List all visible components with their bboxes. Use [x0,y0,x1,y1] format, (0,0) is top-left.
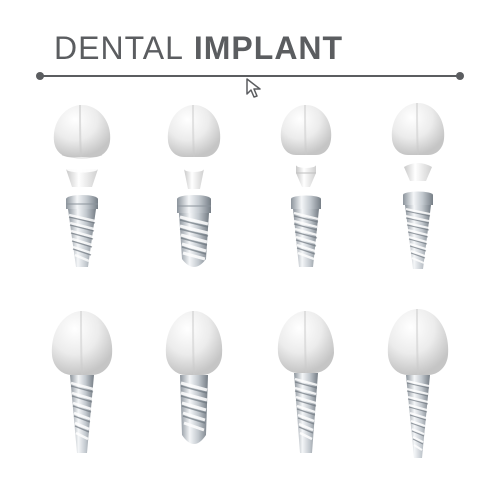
crown-icon [166,311,222,375]
crown-icon [278,311,334,373]
implant-svg [32,99,132,279]
implant-6-assembled [142,293,246,483]
abutment-icon [296,162,316,187]
screw-icon [403,192,433,270]
cursor-icon [245,78,263,105]
crown-icon [388,309,448,375]
header: DENTAL IMPLANT [0,0,500,87]
crown-icon [52,311,112,375]
screw-icon [291,196,321,268]
underline-dot-right [456,72,464,80]
abutment-icon [184,166,204,189]
implant-svg [144,99,244,279]
implant-svg [368,99,468,279]
implant-svg [256,303,356,473]
crown-icon [392,103,444,155]
implant-svg [144,303,244,473]
underline-dot-left [36,72,44,80]
implant-2-exploded [142,99,246,289]
title-word-2: IMPLANT [194,30,343,67]
implant-5-assembled [30,293,134,483]
screw-icon [180,375,208,444]
abutment-icon [404,163,432,181]
crown-icon [54,105,110,158]
title-underline [40,75,460,77]
screw-icon [70,375,94,453]
page-title: DENTAL IMPLANT [54,30,460,67]
implant-3-exploded [254,99,358,289]
implant-8-assembled [366,293,470,483]
screw-icon [177,195,211,267]
crown-icon [281,105,331,155]
screw-icon [406,375,430,458]
implant-grid [0,87,500,503]
implant-svg [368,303,468,473]
implant-1-exploded [30,99,134,289]
screw-icon [66,195,98,267]
implant-7-assembled [254,293,358,483]
implant-4-exploded [366,99,470,289]
implant-svg [32,303,132,473]
title-word-1: DENTAL [54,30,184,67]
crown-icon [168,105,220,157]
implant-svg [256,99,356,279]
abutment-icon [66,166,98,188]
screw-icon [294,373,318,453]
